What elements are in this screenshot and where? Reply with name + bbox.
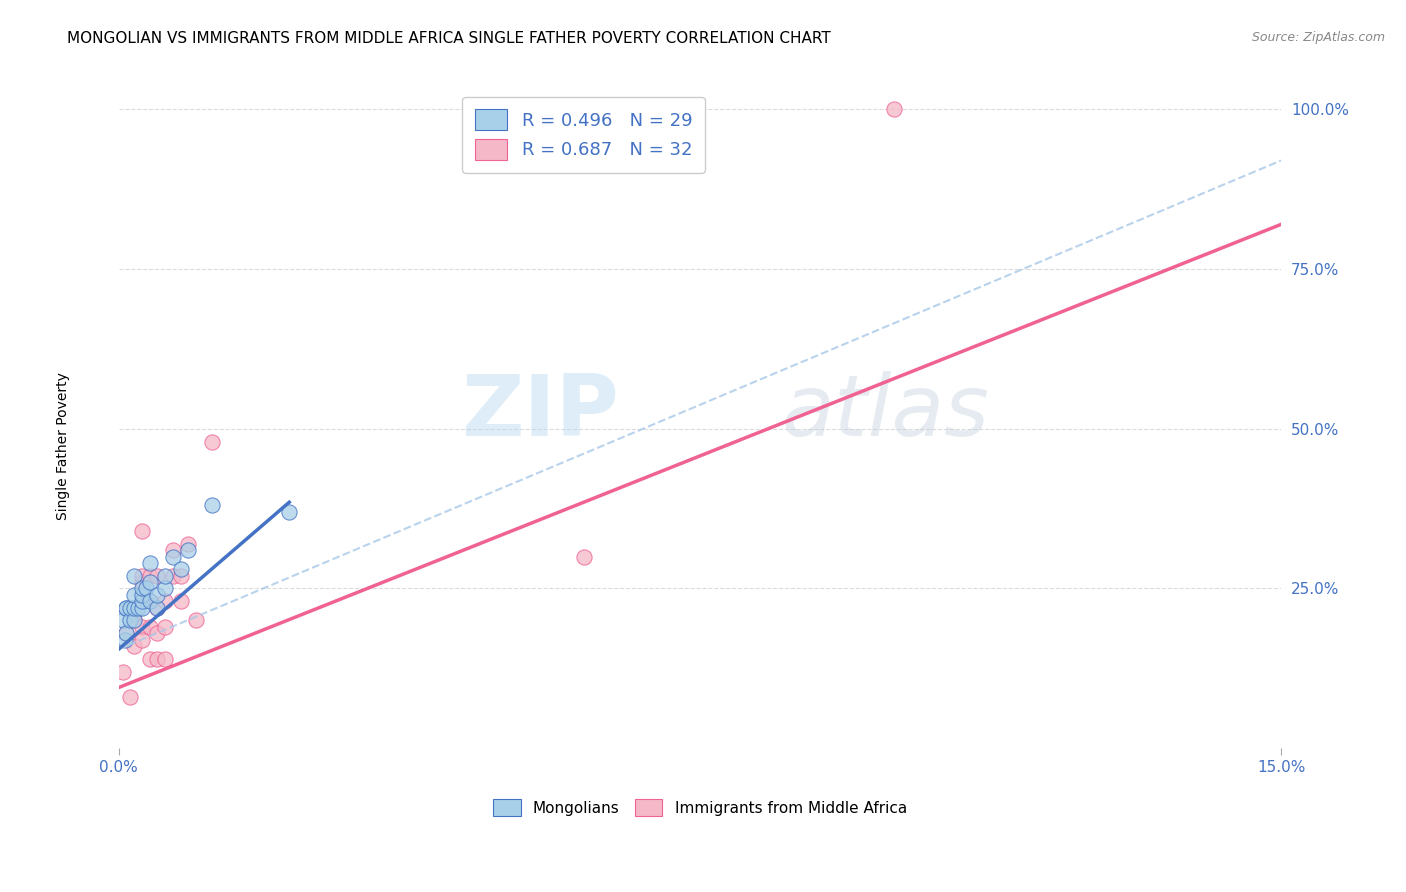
Point [146,600,169,615]
Point [120,600,142,615]
Point [122,568,145,582]
Point [122,588,145,602]
Point [127,600,149,615]
Point [122,600,145,615]
Point [146,626,169,640]
Point [138,556,160,570]
Text: Single Father Poverty: Single Father Poverty [56,372,70,520]
Point [177,537,200,551]
Point [155,620,177,634]
Point [162,549,184,564]
Point [131,594,153,608]
Point [170,568,193,582]
Point [131,588,153,602]
Text: Source: ZipAtlas.com: Source: ZipAtlas.com [1251,31,1385,45]
Point [131,582,153,596]
Point [131,632,153,647]
Point [138,568,160,582]
Point [120,690,142,704]
Point [278,505,301,519]
Point [146,568,169,582]
Point [122,639,145,653]
Point [135,582,157,596]
Point [131,575,153,590]
Point [201,434,224,449]
Point [114,632,136,647]
Text: MONGOLIAN VS IMMIGRANTS FROM MIDDLE AFRICA SINGLE FATHER POVERTY CORRELATION CHA: MONGOLIAN VS IMMIGRANTS FROM MIDDLE AFRI… [67,31,831,46]
Text: ZIP: ZIP [461,371,619,454]
Point [138,575,160,590]
Point [122,614,145,628]
Point [155,652,177,666]
Point [131,620,153,634]
Point [177,543,200,558]
Point [162,543,184,558]
Point [155,568,177,582]
Point [131,524,153,538]
Point [138,620,160,634]
Point [186,614,208,628]
Point [162,568,184,582]
Point [572,549,595,564]
Point [138,594,160,608]
Point [115,626,138,640]
Point [122,607,145,621]
Point [131,568,153,582]
Text: atlas: atlas [782,371,990,454]
Point [155,582,177,596]
Point [146,600,169,615]
Point [131,600,153,615]
Point [115,626,138,640]
Point [111,665,134,679]
Point [146,652,169,666]
Point [138,652,160,666]
Point [170,562,193,576]
Point [201,499,224,513]
Point [111,614,134,628]
Point [115,600,138,615]
Point [131,594,153,608]
Point [883,103,905,117]
Point [146,588,169,602]
Legend: Mongolians, Immigrants from Middle Africa: Mongolians, Immigrants from Middle Afric… [486,793,912,822]
Point [155,594,177,608]
Point [138,594,160,608]
Point [115,600,138,615]
Point [170,594,193,608]
Point [120,614,142,628]
Point [122,614,145,628]
